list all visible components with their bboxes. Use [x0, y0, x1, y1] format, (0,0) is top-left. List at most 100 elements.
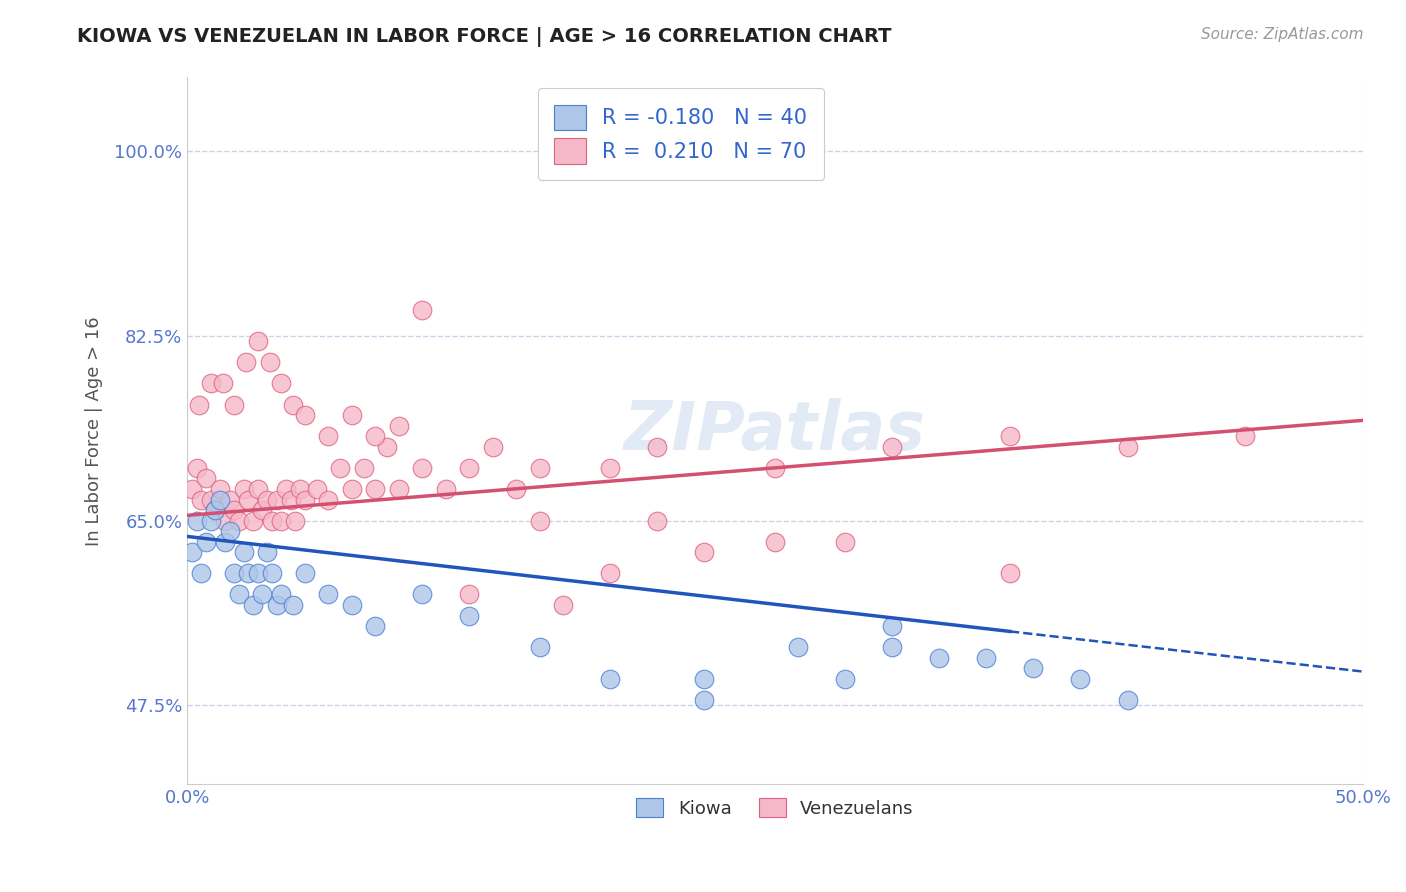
- Point: [252, 503, 274, 517]
- Point: [318, 492, 340, 507]
- Point: [204, 503, 226, 517]
- Point: [294, 492, 316, 507]
- Point: [458, 461, 481, 475]
- Point: [882, 640, 904, 655]
- Point: [482, 440, 505, 454]
- Point: [364, 482, 387, 496]
- Point: [232, 482, 254, 496]
- Point: [266, 598, 288, 612]
- Point: [882, 440, 904, 454]
- Point: [599, 566, 621, 581]
- Point: [281, 598, 304, 612]
- Point: [260, 566, 283, 581]
- Point: [224, 503, 246, 517]
- Point: [529, 514, 551, 528]
- Point: [353, 461, 375, 475]
- Point: [224, 398, 246, 412]
- Point: [388, 418, 411, 433]
- Point: [214, 534, 236, 549]
- Point: [284, 514, 307, 528]
- Point: [388, 482, 411, 496]
- Point: [1116, 440, 1139, 454]
- Point: [998, 566, 1021, 581]
- Point: [224, 566, 246, 581]
- Point: [190, 566, 212, 581]
- Point: [270, 587, 292, 601]
- Point: [340, 408, 363, 422]
- Point: [434, 482, 457, 496]
- Point: [329, 461, 352, 475]
- Point: [294, 408, 316, 422]
- Point: [228, 587, 250, 601]
- Point: [200, 514, 222, 528]
- Point: [190, 492, 212, 507]
- Point: [228, 514, 250, 528]
- Point: [246, 482, 269, 496]
- Point: [787, 640, 810, 655]
- Point: [693, 693, 716, 707]
- Point: [1234, 429, 1257, 443]
- Point: [209, 482, 232, 496]
- Point: [188, 398, 211, 412]
- Point: [181, 482, 204, 496]
- Point: [200, 376, 222, 391]
- Point: [364, 619, 387, 633]
- Point: [505, 482, 527, 496]
- Point: [256, 545, 278, 559]
- Legend: Kiowa, Venezuelans: Kiowa, Venezuelans: [628, 791, 921, 825]
- Point: [266, 492, 288, 507]
- Point: [270, 376, 292, 391]
- Text: Source: ZipAtlas.com: Source: ZipAtlas.com: [1201, 27, 1364, 42]
- Point: [340, 598, 363, 612]
- Text: KIOWA VS VENEZUELAN IN LABOR FORCE | AGE > 16 CORRELATION CHART: KIOWA VS VENEZUELAN IN LABOR FORCE | AGE…: [77, 27, 891, 46]
- Point: [340, 482, 363, 496]
- Point: [763, 534, 786, 549]
- Point: [529, 461, 551, 475]
- Point: [411, 302, 433, 317]
- Point: [281, 398, 304, 412]
- Point: [246, 566, 269, 581]
- Point: [181, 545, 204, 559]
- Text: ZIPatlas: ZIPatlas: [624, 398, 927, 464]
- Point: [364, 429, 387, 443]
- Point: [186, 514, 208, 528]
- Point: [1069, 672, 1091, 686]
- Point: [211, 376, 233, 391]
- Point: [238, 566, 260, 581]
- Point: [218, 524, 240, 538]
- Point: [1022, 661, 1045, 675]
- Point: [318, 429, 340, 443]
- Point: [976, 650, 998, 665]
- Point: [260, 514, 283, 528]
- Point: [882, 619, 904, 633]
- Point: [288, 482, 311, 496]
- Point: [280, 492, 302, 507]
- Point: [200, 492, 222, 507]
- Point: [998, 429, 1021, 443]
- Point: [599, 461, 621, 475]
- Point: [256, 492, 278, 507]
- Point: [458, 587, 481, 601]
- Point: [195, 534, 218, 549]
- Point: [529, 640, 551, 655]
- Y-axis label: In Labor Force | Age > 16: In Labor Force | Age > 16: [86, 316, 103, 546]
- Point: [411, 461, 433, 475]
- Point: [274, 482, 297, 496]
- Point: [928, 650, 950, 665]
- Point: [235, 355, 257, 369]
- Point: [242, 514, 264, 528]
- Point: [242, 598, 264, 612]
- Point: [693, 545, 716, 559]
- Point: [232, 545, 254, 559]
- Point: [411, 587, 433, 601]
- Point: [553, 598, 575, 612]
- Point: [647, 514, 669, 528]
- Point: [599, 672, 621, 686]
- Point: [195, 471, 218, 485]
- Point: [763, 461, 786, 475]
- Point: [693, 672, 716, 686]
- Point: [246, 334, 269, 349]
- Point: [218, 492, 240, 507]
- Point: [834, 534, 856, 549]
- Point: [458, 608, 481, 623]
